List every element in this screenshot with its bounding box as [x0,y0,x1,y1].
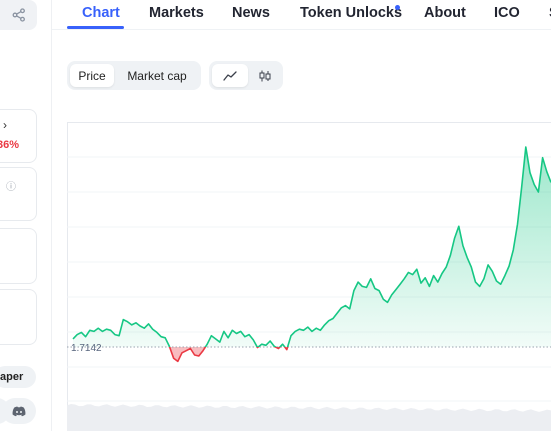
market-cap-toggle-button[interactable]: Market cap [117,64,197,87]
price-area-up [73,147,551,347]
discord-icon [12,406,26,416]
price-line-up [72,146,551,347]
tab-about[interactable]: About [424,5,466,21]
share-button[interactable] [0,0,37,30]
candlestick-icon [259,70,271,81]
volume-area [67,404,551,431]
tab-markets[interactable]: Markets [149,5,204,21]
chart-gridlines [67,156,551,402]
candlestick-button[interactable] [250,64,280,87]
price-toggle-button[interactable]: Price [70,64,114,87]
line-chart-icon [223,70,237,81]
share-icon [12,8,25,22]
chart-type-toggle [209,61,283,90]
market-cap-toggle-label: Market cap [127,68,187,83]
sidebar-divider [51,0,52,431]
reference-price-label: 1.7142 [71,343,102,354]
tab-chart[interactable]: Chart [82,5,120,21]
price-chart-frame [67,122,551,431]
price-toggle-label: Price [78,68,106,83]
price-change-card[interactable]: › 36% [0,109,37,163]
chevron-right-icon: › [3,118,7,132]
nav-divider [52,29,551,30]
whitepaper-label: aper [0,371,24,383]
stat-card: ⓘ [0,167,37,221]
tab-ico[interactable]: ICO [494,5,520,21]
active-tab-indicator [67,26,124,29]
discord-button[interactable] [2,398,36,424]
stat-card [0,228,37,284]
line-chart-button[interactable] [212,64,248,87]
price-marketcap-toggle: Price Market cap [67,61,201,90]
tab-more[interactable]: S [549,5,551,21]
info-icon[interactable]: ⓘ [6,182,16,193]
new-indicator-dot [395,5,400,10]
whitepaper-chip[interactable]: aper [0,366,36,388]
tab-token-unlocks[interactable]: Token Unlocks [300,5,403,21]
price-change-percent: 36% [0,139,20,151]
tab-news[interactable]: News [232,5,270,21]
stat-card [0,289,37,345]
